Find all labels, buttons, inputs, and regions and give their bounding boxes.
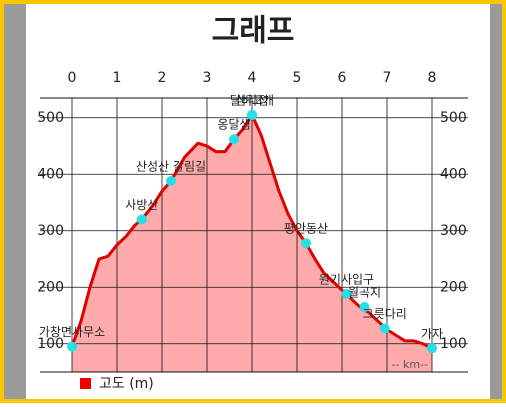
waypoint-label: 옹달샘 (217, 118, 250, 132)
legend-label: 고도 (m) (99, 376, 154, 392)
waypoint (359, 302, 370, 313)
y2-tick-label: 500 (440, 110, 467, 126)
waypoint-label: 삼각점 (235, 93, 268, 107)
waypoint-label: 달비고개 (230, 93, 274, 107)
x-tick-label: 5 (293, 70, 302, 86)
waypoint-label: 그릇다리 (363, 307, 407, 321)
waypoint (427, 343, 437, 354)
y-tick-label: 200 (37, 279, 64, 295)
waypoint (166, 176, 176, 187)
x-tick-label: 3 (203, 70, 212, 86)
waypoint-label: 산성산 갈림길 (136, 160, 206, 174)
waypoint (301, 238, 311, 249)
chart-title: 그래프 (212, 14, 295, 49)
y2-tick-label: 400 (440, 166, 467, 182)
waypoint-label: 원기사입구 (319, 273, 374, 287)
waypoint (247, 109, 257, 120)
x-tick-label: 0 (68, 70, 77, 86)
line (70, 113, 433, 350)
waypoint (379, 323, 390, 334)
x-tick-label: 4 (248, 70, 257, 86)
y-tick-label: 400 (37, 166, 64, 182)
y-tick-label: 100 (37, 336, 64, 352)
x-tick-label: 1 (113, 70, 122, 86)
axis-note: -- km-- (392, 358, 428, 371)
waypoint-label: 평안동산 (284, 222, 328, 236)
legend-swatch (80, 378, 91, 389)
waypoint-label: 가자 (421, 327, 443, 341)
waypoint (136, 214, 147, 225)
y2-tick-label: 200 (440, 279, 467, 295)
waypoint (67, 341, 77, 352)
y2-tick-label: 300 (440, 223, 467, 239)
waypoint-label: 월곡지 (348, 286, 381, 300)
waypoint-label: 사방산 (125, 198, 158, 212)
waypoint (341, 289, 352, 300)
waypoint-label: 가창면사무소 (39, 325, 105, 339)
waypoint (229, 134, 239, 145)
x-tick-label: 2 (158, 70, 167, 86)
x-tick-label: 6 (338, 70, 347, 86)
x-tick-label: 7 (383, 70, 392, 86)
y2-tick-label: 100 (440, 336, 467, 352)
y-tick-label: 300 (37, 223, 64, 239)
x-tick-label: 8 (428, 70, 437, 86)
y-tick-label: 500 (37, 110, 64, 126)
